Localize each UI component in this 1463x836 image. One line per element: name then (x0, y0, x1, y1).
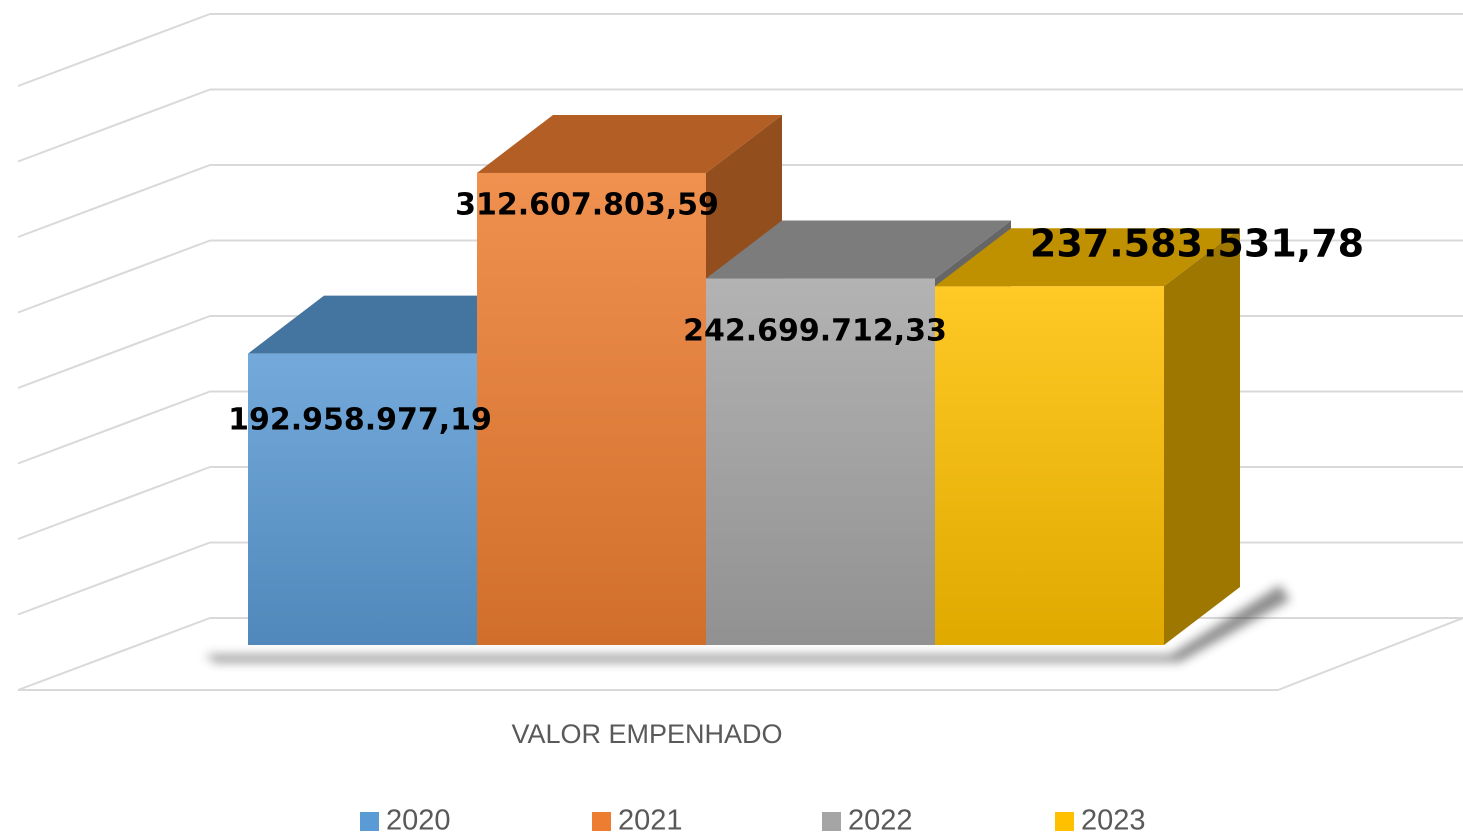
bar-top (935, 228, 1240, 287)
data-label: 237.583.531,78 (1030, 222, 1364, 266)
legend-swatch (360, 812, 379, 831)
legend-label: 2022 (848, 805, 913, 836)
data-label: 192.958.977,19 (228, 403, 492, 438)
side-grid-line (17, 315, 211, 389)
side-grid-line (17, 617, 211, 691)
side-grid-line (17, 88, 211, 163)
bar (935, 228, 1240, 645)
data-label: 242.699.712,33 (683, 314, 947, 349)
bars: 192.958.977,19 312.607.803,59 242.699.712,… (228, 114, 1364, 645)
bar-top (706, 220, 1011, 279)
legend-label: 2023 (1081, 805, 1146, 836)
bar-front (248, 353, 477, 645)
bar-top (248, 295, 553, 354)
side-grid-line (17, 239, 211, 314)
floor-side (1277, 617, 1463, 691)
side-grid-line (17, 541, 211, 616)
data-label: 312.607.803,59 (455, 188, 719, 223)
side-grid-line (17, 390, 211, 465)
legend-swatch (822, 812, 841, 831)
side-grid-line (17, 164, 211, 238)
legend-swatch (592, 812, 611, 831)
legend: 2020 2021 2022 2023 (360, 805, 1146, 836)
bar-side (1164, 228, 1240, 645)
legend-label: 2021 (618, 805, 683, 836)
bar-top (477, 114, 782, 173)
bar-front (477, 172, 706, 645)
legend-label: 2020 (386, 805, 451, 836)
side-grid-line (17, 466, 211, 540)
side-grid-line (17, 13, 211, 87)
bar-front (935, 286, 1164, 645)
legend-swatch (1055, 812, 1074, 831)
bar-front (706, 278, 935, 645)
bar-shadow (205, 585, 1290, 662)
category-label: VALOR EMPENHADO (511, 719, 782, 749)
